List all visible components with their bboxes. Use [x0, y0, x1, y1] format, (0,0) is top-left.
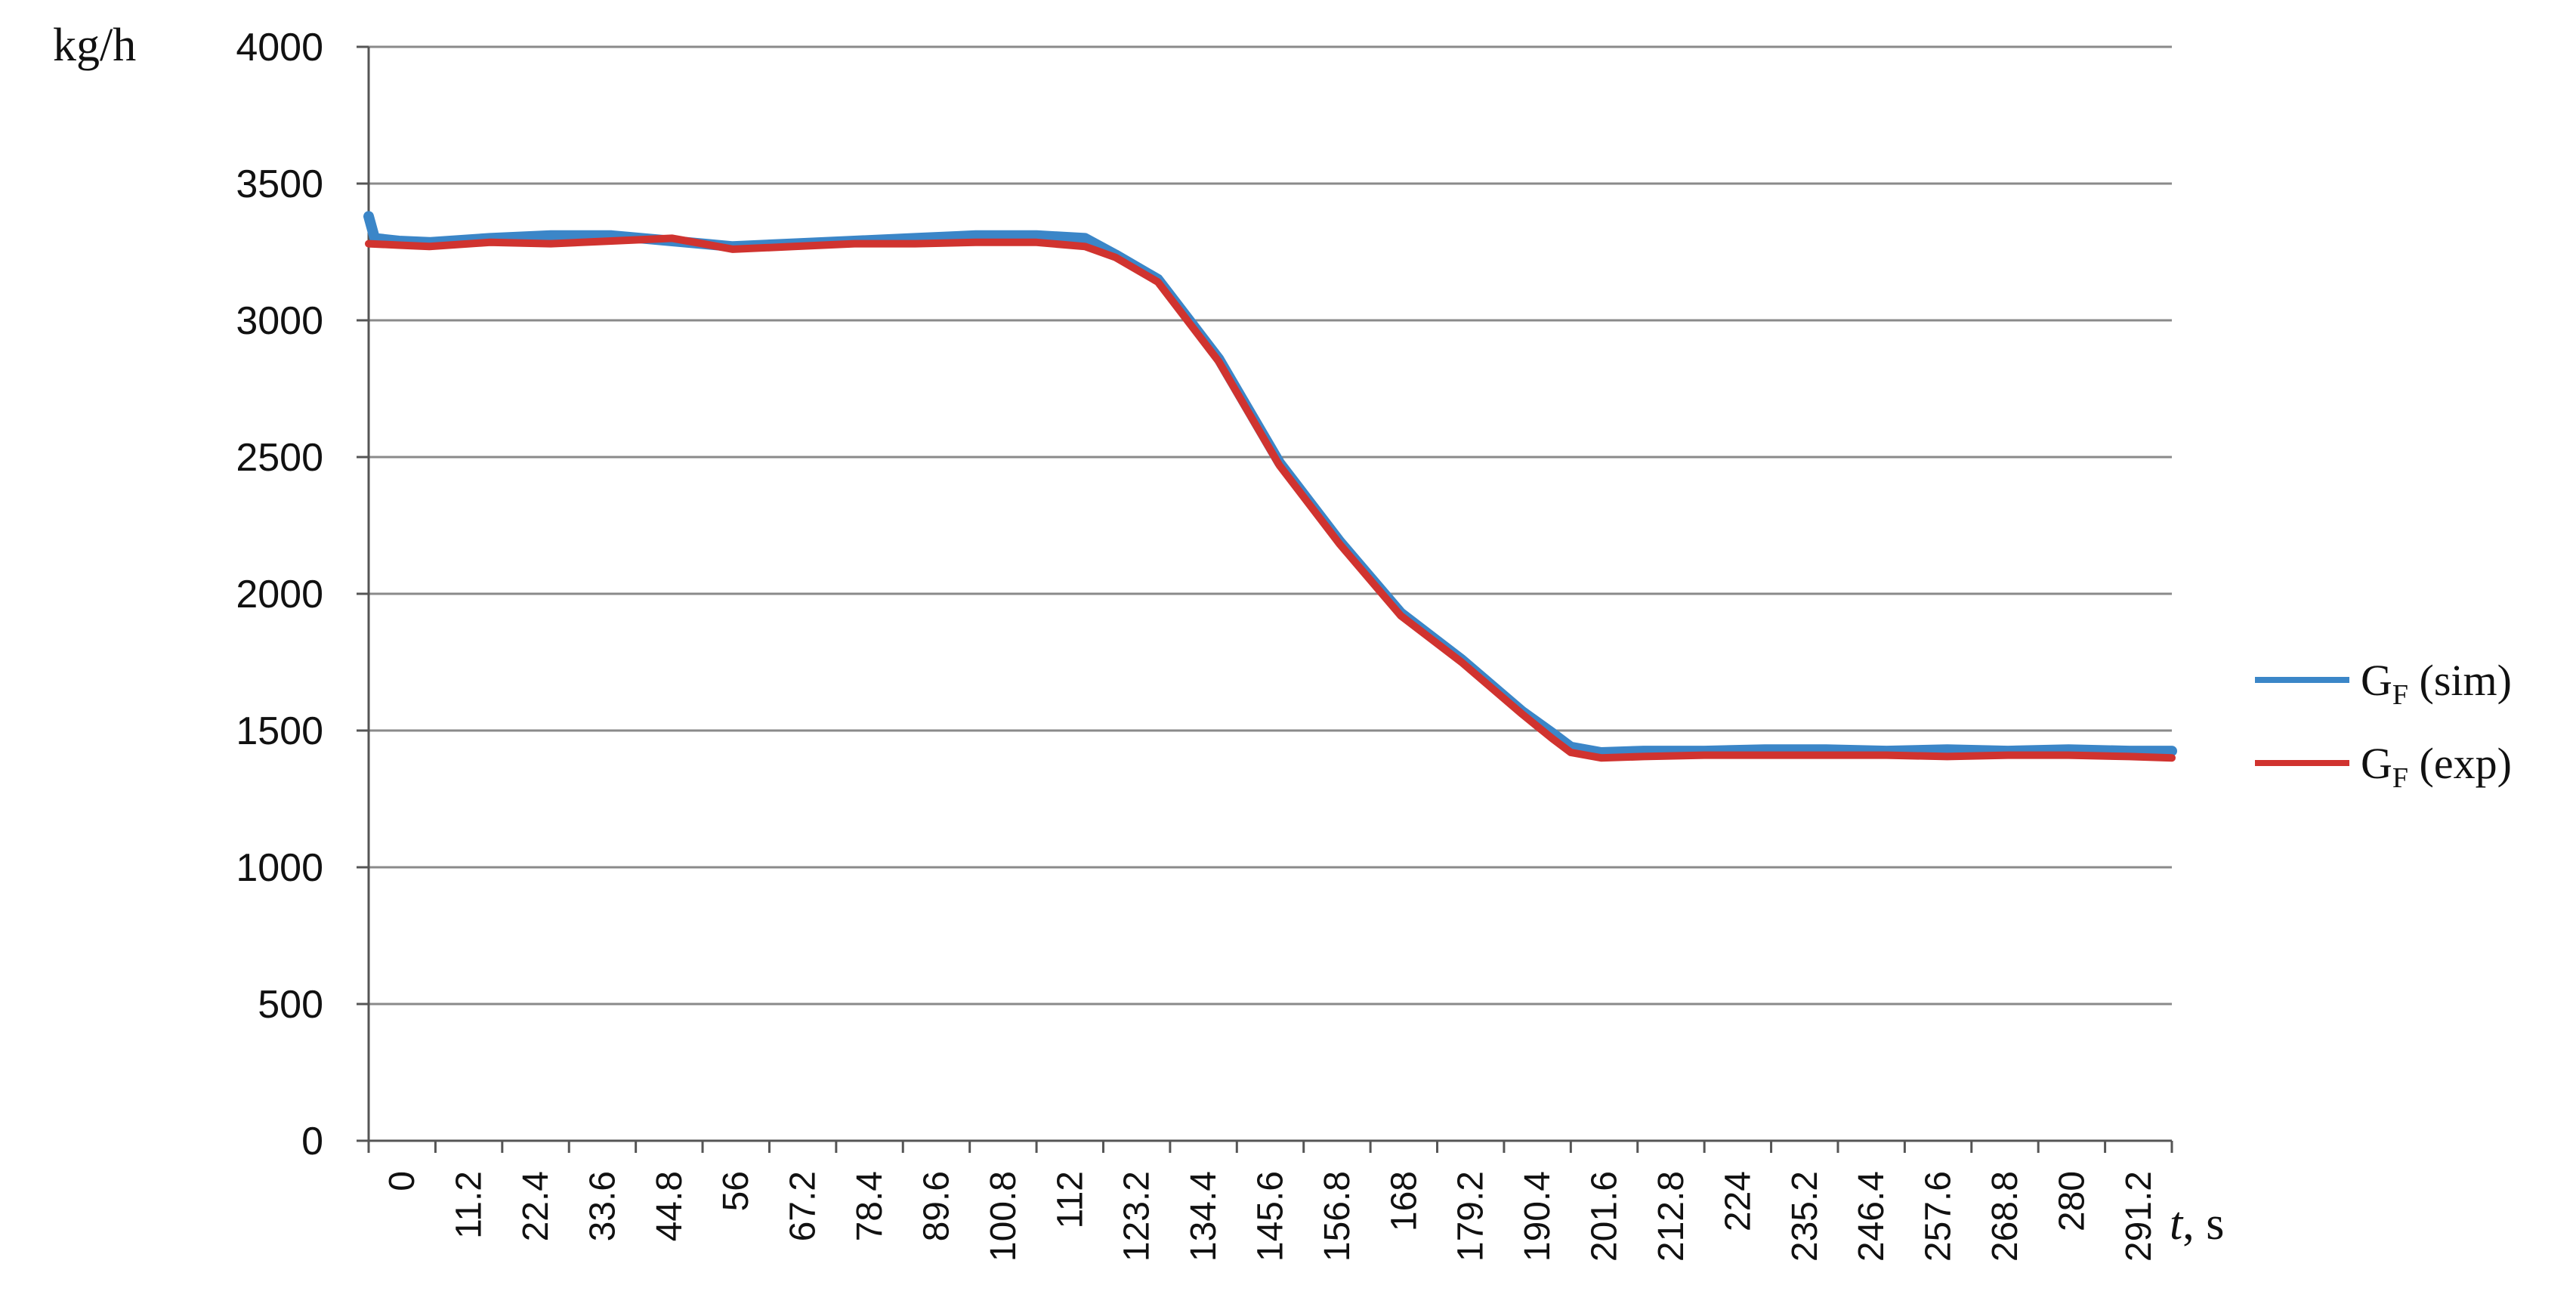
y-tick-label: 2500 [236, 436, 323, 480]
y-tick-label: 500 [258, 983, 323, 1027]
x-tick-label: 22.4 [516, 1171, 556, 1241]
x-tick-label: 280 [2052, 1171, 2092, 1231]
x-tick-label: 33.6 [582, 1171, 622, 1241]
y-tick-label: 0 [301, 1120, 323, 1163]
legend-label: GF (sim) [2361, 656, 2512, 711]
x-axis-label: t, s [2170, 1198, 2224, 1250]
x-tick-label: 112 [1050, 1171, 1090, 1229]
x-tick-label: 123.2 [1117, 1171, 1157, 1262]
x-tick-label: 179.2 [1451, 1171, 1491, 1262]
x-tick-label: 89.6 [916, 1171, 956, 1241]
x-tick-label: 190.4 [1518, 1171, 1558, 1262]
x-tick-label: 0 [382, 1171, 422, 1191]
y-tick-label: 4000 [236, 26, 323, 70]
y-axis-ticks: 0 500 1000 1500 2000 2500 3000 3500 4000 [236, 26, 323, 1163]
x-tick-label: 291.2 [2119, 1171, 2159, 1262]
x-tick-label: 224 [1718, 1171, 1758, 1231]
x-tick-label: 67.2 [783, 1171, 823, 1241]
y-tick-label: 1000 [236, 846, 323, 890]
y-tick-label: 2000 [236, 573, 323, 616]
legend-label: GF (exp) [2361, 739, 2512, 794]
axes [357, 45, 2173, 1153]
x-tick-label: 11.2 [449, 1171, 490, 1239]
x-tick-label: 44.8 [650, 1171, 690, 1241]
y-tick-label: 3000 [236, 299, 323, 343]
y-tick-label: 3500 [236, 162, 323, 206]
x-axis-label-symbol: t [2170, 1198, 2184, 1250]
x-tick-label: 201.6 [1585, 1171, 1625, 1262]
x-axis-ticks: 0 11.2 22.4 33.6 44.8 56 67.2 78.4 89.6 100.8 112 1… [382, 1171, 2159, 1262]
legend: GF (sim) GF (exp) [2255, 656, 2512, 794]
x-tick-label: 246.4 [1852, 1171, 1892, 1262]
x-tick-label: 257.6 [1919, 1171, 1959, 1262]
x-tick-label: 168 [1384, 1171, 1424, 1231]
x-axis-label-unit: , s [2182, 1198, 2224, 1250]
x-tick-label: 156.8 [1317, 1171, 1357, 1262]
x-tick-label: 212.8 [1651, 1171, 1691, 1262]
x-tick-label: 100.8 [984, 1171, 1024, 1262]
x-tick-label: 235.2 [1785, 1171, 1825, 1262]
x-tick-label: 78.4 [850, 1171, 890, 1241]
series-lines [363, 211, 2177, 762]
y-tick-label: 1500 [236, 709, 323, 753]
series-line-exp [365, 234, 2176, 762]
y-axis-label: kg/h [53, 20, 136, 71]
x-tick-label: 134.4 [1184, 1171, 1224, 1262]
x-tick-label: 145.6 [1251, 1171, 1291, 1262]
x-tick-label: 56 [716, 1171, 756, 1211]
x-tick-label: 268.8 [1985, 1171, 2025, 1262]
